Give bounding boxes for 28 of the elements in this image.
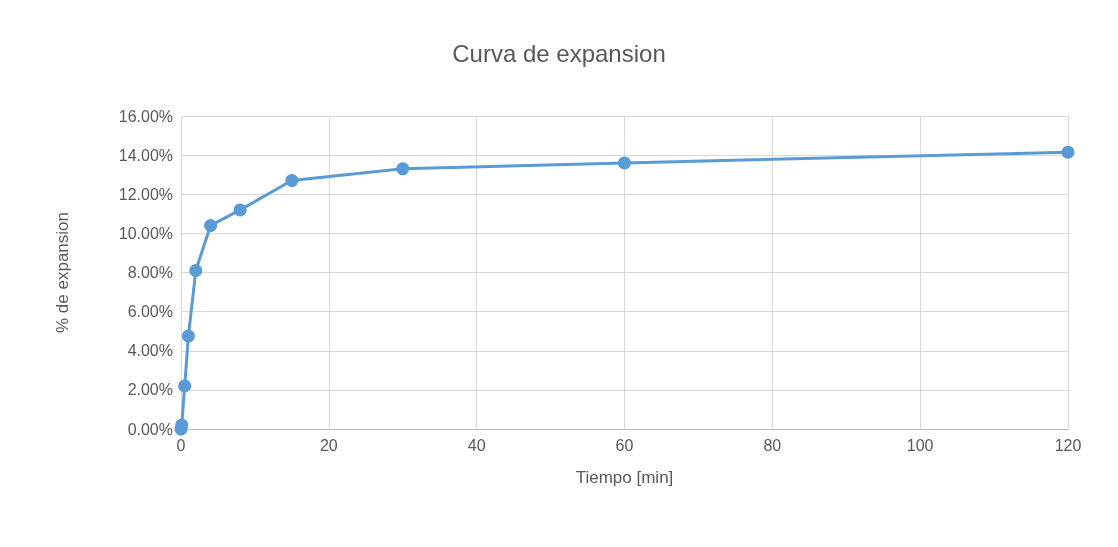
y-tick-label: 10.00% xyxy=(118,224,173,242)
x-tick-label: 20 xyxy=(319,436,338,454)
point xyxy=(178,379,192,393)
point xyxy=(233,203,247,217)
y-tick-label: 0.00% xyxy=(127,420,173,438)
chart-title: Curva de expansion xyxy=(452,39,666,67)
y-tick-label: 4.00% xyxy=(127,342,173,360)
point xyxy=(204,219,218,233)
point xyxy=(285,174,299,188)
y-tick-label: 14.00% xyxy=(118,146,173,164)
point xyxy=(396,162,410,176)
x-tick-label: 0 xyxy=(176,436,186,454)
x-tick-label: 120 xyxy=(1054,436,1082,454)
point xyxy=(618,156,631,170)
x-tick-label: 100 xyxy=(906,436,934,454)
x-tick-label: 60 xyxy=(615,436,634,454)
point xyxy=(1061,145,1075,159)
y-tick-label: 8.00% xyxy=(127,264,173,281)
y-axis-title: % de expansion xyxy=(53,212,72,333)
x-tick-label: 40 xyxy=(467,436,486,454)
y-tick-label: 16.00% xyxy=(118,107,173,125)
point xyxy=(181,329,195,343)
x-axis-title: Tiempo [min] xyxy=(575,468,674,487)
y-tick-label: 6.00% xyxy=(127,303,173,321)
y-tick-label: 12.00% xyxy=(118,185,173,203)
point xyxy=(189,264,203,278)
y-tick-label: 2.00% xyxy=(127,381,173,399)
x-tick-label: 80 xyxy=(763,436,782,454)
